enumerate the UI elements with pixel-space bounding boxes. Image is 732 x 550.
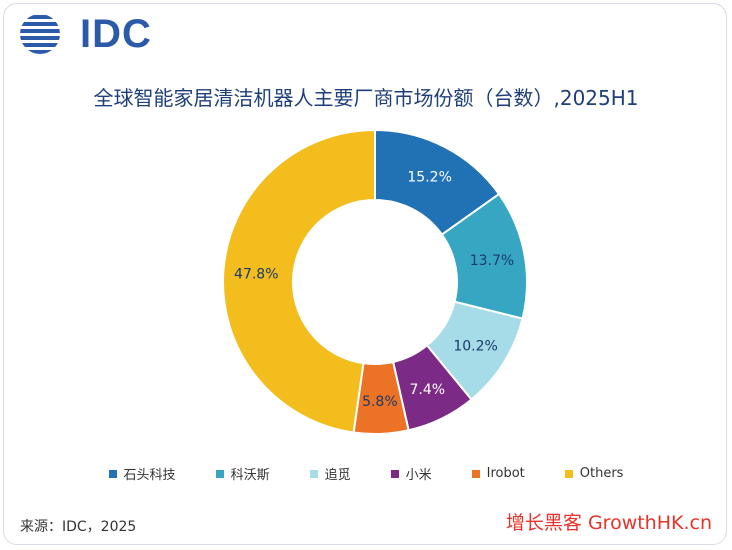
slice-label-4: 5.8% (362, 394, 398, 410)
chart-title: 全球智能家居清洁机器人主要厂商市场份额（台数）,2025H1 (93, 86, 639, 110)
legend-swatch-4 (471, 469, 480, 478)
chart-legend: 石头科技 科沃斯 追觅 小米 Irobot Others (0, 464, 732, 483)
legend-swatch-2 (309, 469, 318, 478)
idc-logo: IDC (18, 12, 158, 56)
slice-label-3: 7.4% (410, 382, 446, 398)
legend-label-4: Irobot (486, 466, 525, 481)
legend-item-1: 科沃斯 (215, 464, 270, 483)
legend-label-1: 科沃斯 (230, 468, 270, 483)
legend-swatch-1 (215, 469, 224, 478)
slice-label-5: 47.8% (234, 267, 278, 283)
legend-label-0: 石头科技 (123, 468, 176, 483)
legend-swatch-5 (564, 469, 573, 478)
legend-swatch-3 (390, 469, 399, 478)
slice-label-0: 15.2% (407, 169, 451, 185)
legend-item-4: Irobot (471, 464, 525, 483)
legend-item-3: 小米 (390, 464, 432, 483)
legend-item-5: Others (564, 464, 624, 483)
legend-label-5: Others (579, 466, 624, 481)
globe-icon (20, 15, 60, 54)
legend-item-0: 石头科技 (108, 464, 176, 483)
logo-text: IDC (80, 12, 152, 56)
watermark: 增长黑客 GrowthHK.cn (505, 512, 712, 534)
slice-label-2: 10.2% (453, 339, 497, 355)
chart-frame (3, 3, 727, 545)
legend-item-2: 追觅 (309, 464, 351, 483)
donut-slice-5 (222, 128, 376, 434)
slice-label-1: 13.7% (470, 253, 514, 269)
legend-label-3: 小米 (405, 468, 432, 483)
legend-swatch-0 (108, 469, 117, 478)
source-note: 来源：IDC，2025 (20, 519, 137, 535)
legend-label-2: 追觅 (324, 468, 351, 483)
